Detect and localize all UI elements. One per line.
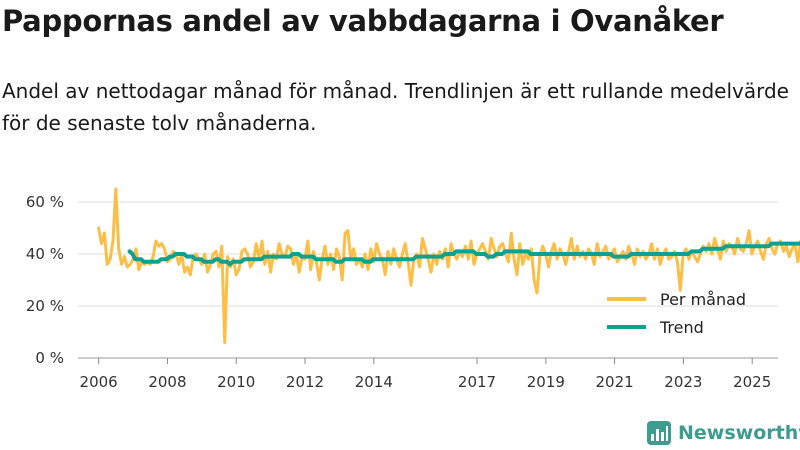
legend-label: Per månad [660, 290, 746, 309]
y-tick-label: 60 % [26, 193, 64, 211]
x-tick-label: 2021 [596, 373, 634, 391]
brand-name: Newsworthy [678, 422, 800, 444]
x-tick-label: 2012 [286, 373, 324, 391]
y-tick-label: 20 % [26, 297, 64, 315]
x-tick-label: 2010 [217, 373, 255, 391]
x-tick-label: 2019 [527, 373, 565, 391]
chart-title: Pappornas andel av vabbdagarna i Ovanåke… [2, 4, 724, 38]
x-tick-label: 2006 [80, 373, 118, 391]
x-tick-label: 2017 [458, 373, 496, 391]
legend-label: Trend [659, 318, 704, 337]
bar-chart-logo-icon [647, 421, 671, 445]
legend: Per månad Trend [607, 290, 746, 337]
x-tick-label: 2025 [733, 373, 771, 391]
x-tick-label: 2023 [664, 373, 702, 391]
chart-subtitle: Andel av nettodagar månad för månad. Tre… [2, 79, 789, 135]
trend-series-line [127, 241, 800, 267]
monthly-series-line [97, 187, 800, 344]
y-tick-label: 0 % [35, 349, 64, 367]
brand-logo: Newsworthy [646, 419, 800, 447]
x-tick-label: 2008 [148, 373, 186, 391]
series-layer [97, 187, 800, 344]
x-tick-label: 2014 [355, 373, 393, 391]
y-tick-label: 40 % [26, 245, 64, 263]
axis-layer: 0 % 20 % 40 % 60 % 2006 2008 2010 2012 2014 2017 2… [26, 193, 771, 391]
